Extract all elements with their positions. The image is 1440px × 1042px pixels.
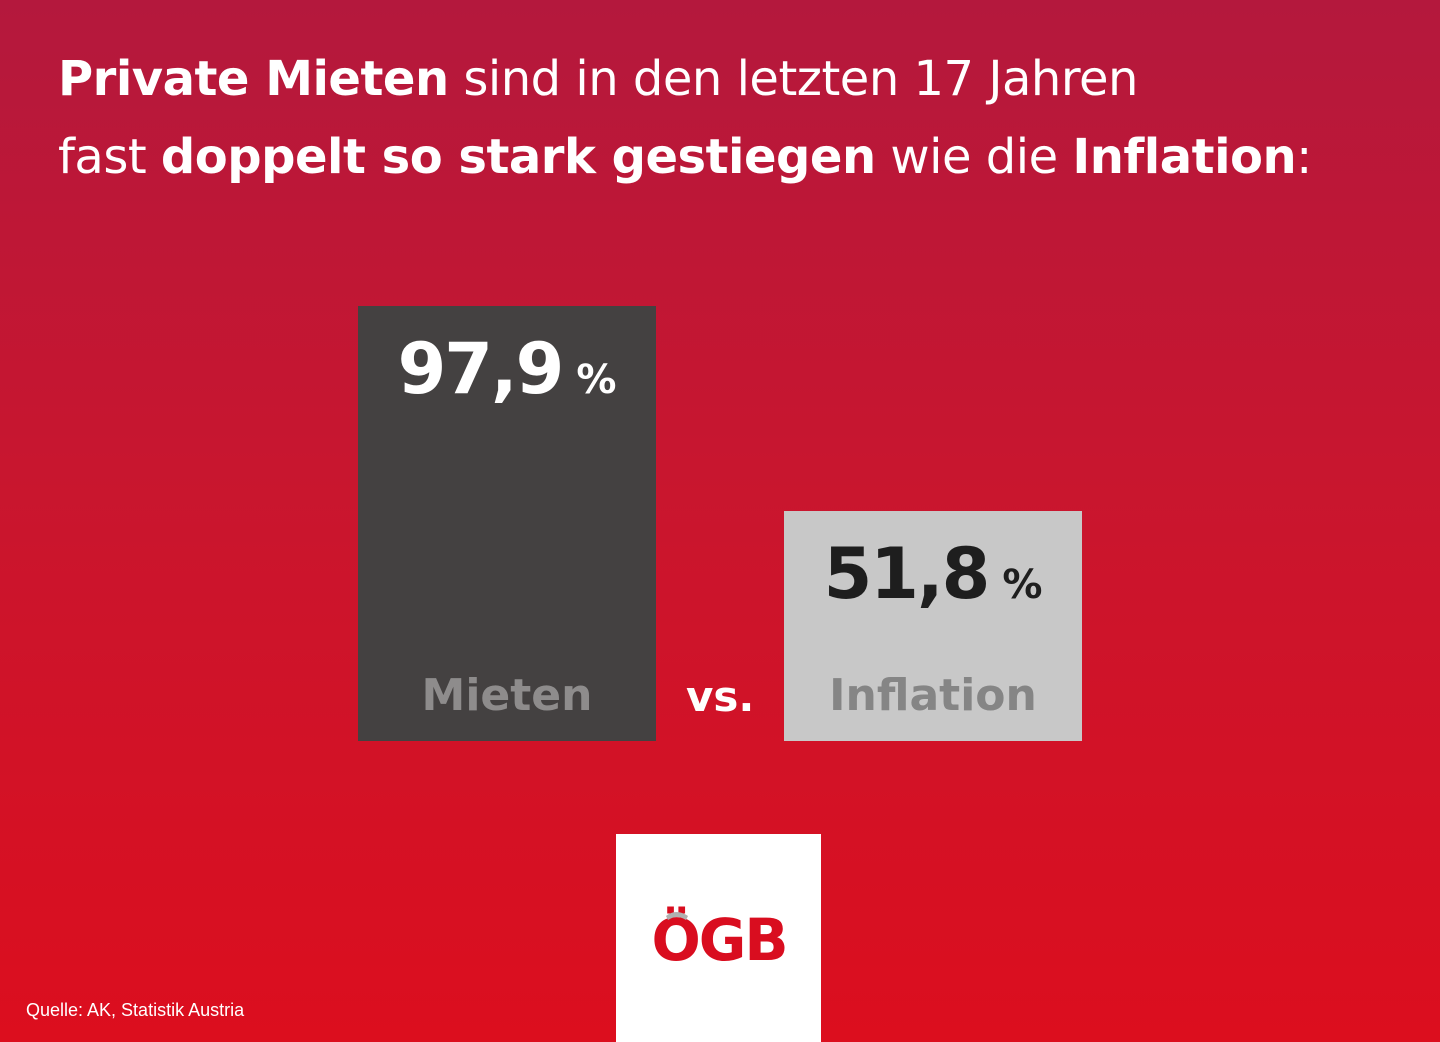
- headline-line-1: Private Mieten sind in den letzten 17 Ja…: [58, 40, 1398, 118]
- headline-emphasis-mieten: Private Mieten: [58, 51, 449, 107]
- umlaut-swoosh-icon: [666, 912, 688, 920]
- headline-line-2: fast doppelt so stark gestiegen wie die …: [58, 118, 1398, 196]
- headline-emphasis-inflation: Inflation: [1072, 129, 1297, 185]
- headline-text-2: fast: [58, 129, 161, 185]
- vs-label: vs.: [686, 672, 755, 721]
- bar-value-label: 97,9%: [358, 328, 656, 410]
- category-label: Mieten: [421, 670, 593, 721]
- value-unit: %: [1002, 562, 1043, 608]
- category-label: Inflation: [829, 670, 1037, 721]
- headline-text-1: sind in den letzten 17 Jahren: [448, 51, 1138, 107]
- headline: Private Mieten sind in den letzten 17 Ja…: [58, 40, 1398, 196]
- headline-colon: :: [1296, 129, 1312, 185]
- headline-emphasis-doppelt: doppelt so stark gestiegen: [160, 129, 876, 185]
- oegb-logo: ÖGB: [651, 906, 788, 968]
- bar-value-label: 51,8%: [784, 533, 1082, 615]
- oegb-logo-box: [616, 834, 821, 1042]
- value-unit: %: [576, 357, 617, 403]
- bar-inflation: 51,8% Inflation: [784, 511, 1082, 741]
- value-number: 97,9: [397, 328, 565, 410]
- bar-mieten: 97,9% Mieten: [358, 306, 656, 741]
- value-number: 51,8: [823, 533, 991, 615]
- headline-text-3: wie die: [875, 129, 1073, 185]
- source-note: Quelle: AK, Statistik Austria: [26, 1000, 245, 1020]
